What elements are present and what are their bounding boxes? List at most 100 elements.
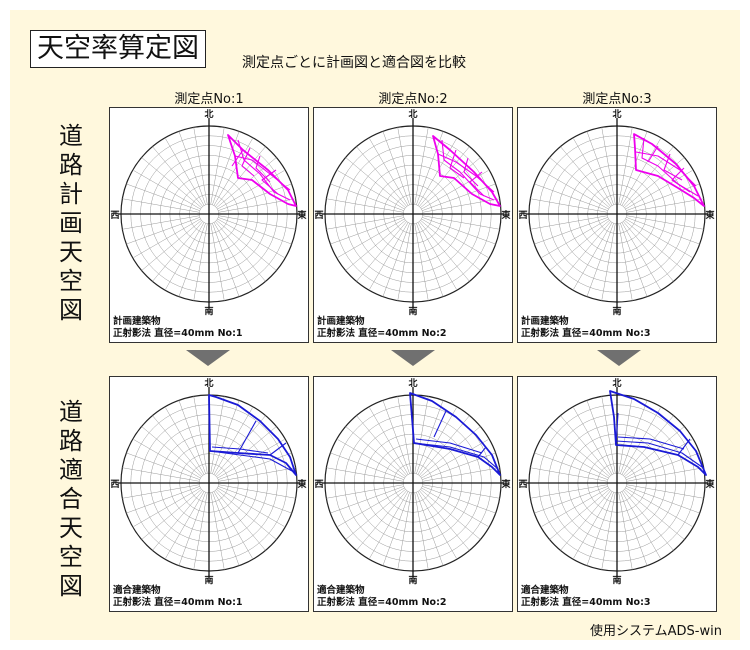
column-label-1: 測定点No:1 bbox=[174, 92, 244, 107]
grid-spoke bbox=[572, 406, 613, 475]
grid-spoke bbox=[620, 131, 648, 205]
grid-spoke bbox=[586, 400, 614, 474]
grid-spoke bbox=[420, 489, 481, 540]
grid-spoke bbox=[164, 406, 205, 475]
grid-spoke bbox=[210, 127, 225, 205]
grid-spoke bbox=[368, 222, 409, 291]
grid-spoke bbox=[330, 452, 404, 480]
direction-label-west: 西 bbox=[110, 210, 119, 221]
grid-spoke bbox=[330, 183, 404, 211]
grid-spoke bbox=[164, 491, 205, 560]
grid-spoke bbox=[132, 487, 201, 528]
grid-spoke bbox=[326, 467, 404, 482]
grid-spoke bbox=[623, 415, 674, 476]
grid-spoke bbox=[422, 486, 496, 514]
grid-spoke bbox=[216, 426, 277, 477]
grid-spoke bbox=[141, 157, 202, 208]
grid-spoke bbox=[345, 220, 406, 271]
grid-spoke bbox=[621, 406, 662, 475]
grid-spoke bbox=[215, 415, 266, 476]
grid-spoke bbox=[549, 426, 610, 477]
sky-diagram-plan-3-chart: 北南 東 西 bbox=[518, 108, 714, 317]
grid-spoke bbox=[218, 467, 296, 482]
grid-spoke bbox=[620, 223, 648, 297]
direction-label-east: 東 bbox=[501, 209, 510, 221]
grid-spoke bbox=[178, 400, 206, 474]
grid-spoke bbox=[414, 127, 429, 205]
grid-spoke bbox=[330, 217, 404, 245]
grid-spoke bbox=[414, 223, 429, 301]
grid-spoke bbox=[560, 146, 611, 207]
grid-spoke bbox=[417, 491, 458, 560]
grid-spoke bbox=[122, 467, 200, 482]
building-edge bbox=[237, 139, 291, 201]
building-outline bbox=[409, 392, 501, 476]
grid-spoke bbox=[540, 487, 609, 528]
grid-spoke bbox=[416, 492, 444, 566]
grid-spoke bbox=[141, 220, 202, 271]
grid-spoke bbox=[132, 169, 201, 210]
grid-spoke bbox=[152, 221, 203, 282]
grid-spoke bbox=[534, 183, 608, 211]
column-label-2: 測定点No:2 bbox=[378, 92, 448, 107]
direction-label-south: 南 bbox=[408, 305, 417, 317]
grid-spoke bbox=[356, 415, 407, 476]
building-edge bbox=[211, 446, 269, 454]
panel-caption-building: 適合建築物 bbox=[317, 585, 365, 596]
grid-spoke bbox=[618, 396, 633, 474]
row-label-plan: 道路計画天空図 bbox=[59, 122, 83, 324]
grid-spoke bbox=[368, 137, 409, 206]
grid-spoke bbox=[421, 487, 490, 528]
direction-label-west: 西 bbox=[314, 210, 323, 221]
panel-caption-method: 正射影法 直径=40mm No:2 bbox=[317, 328, 447, 339]
panel-caption-method: 正射影法 直径=40mm No:3 bbox=[521, 597, 651, 608]
grid-spoke bbox=[216, 220, 277, 271]
grid-spoke bbox=[416, 131, 444, 205]
grid-spoke bbox=[420, 220, 481, 271]
grid-spoke bbox=[626, 467, 704, 482]
direction-label-south: 南 bbox=[408, 574, 417, 586]
grid-spoke bbox=[326, 215, 404, 230]
building-edge bbox=[413, 442, 499, 470]
grid-spoke bbox=[345, 157, 406, 208]
grid-spoke bbox=[152, 490, 203, 551]
direction-label-south: 南 bbox=[612, 574, 621, 586]
grid-spoke bbox=[345, 426, 406, 477]
grid-spoke bbox=[601, 492, 616, 570]
direction-label-north: 北 bbox=[408, 108, 417, 120]
grid-spoke bbox=[601, 396, 616, 474]
grid-spoke bbox=[218, 484, 296, 499]
grid-spoke bbox=[620, 492, 648, 566]
grid-spoke bbox=[601, 127, 616, 205]
grid-spoke bbox=[382, 400, 410, 474]
grid-spoke bbox=[540, 218, 609, 259]
grid-spoke bbox=[368, 491, 409, 560]
grid-spoke bbox=[419, 490, 470, 551]
grid-spoke bbox=[626, 215, 704, 230]
grid-spoke bbox=[624, 220, 685, 271]
grid-spoke bbox=[178, 492, 206, 566]
page-title: 天空率算定図 bbox=[30, 30, 206, 68]
building-outline bbox=[227, 134, 297, 207]
grid-spoke bbox=[164, 222, 205, 291]
sky-diagram-compliant-3: 北南 東 西 適合建築物 正射影法 直径=40mm No:3 bbox=[517, 376, 717, 612]
panel-caption-method: 正射影法 直径=40mm No:2 bbox=[317, 597, 447, 608]
grid-spoke bbox=[397, 396, 412, 474]
grid-spoke bbox=[217, 487, 286, 528]
grid-spoke bbox=[586, 223, 614, 297]
grid-spoke bbox=[572, 222, 613, 291]
grid-spoke bbox=[215, 146, 266, 207]
grid-spoke bbox=[560, 415, 611, 476]
grid-spoke bbox=[397, 492, 412, 570]
grid-spoke bbox=[414, 396, 429, 474]
direction-label-south: 南 bbox=[204, 305, 213, 317]
grid-spoke bbox=[218, 183, 292, 211]
building-edge bbox=[635, 151, 697, 187]
grid-spoke bbox=[122, 484, 200, 499]
grid-spoke bbox=[382, 131, 410, 205]
grid-spoke bbox=[623, 221, 674, 282]
building-edge bbox=[641, 137, 699, 197]
direction-label-west: 西 bbox=[110, 479, 119, 490]
grid-spoke bbox=[336, 438, 405, 479]
grid-spoke bbox=[530, 484, 608, 499]
